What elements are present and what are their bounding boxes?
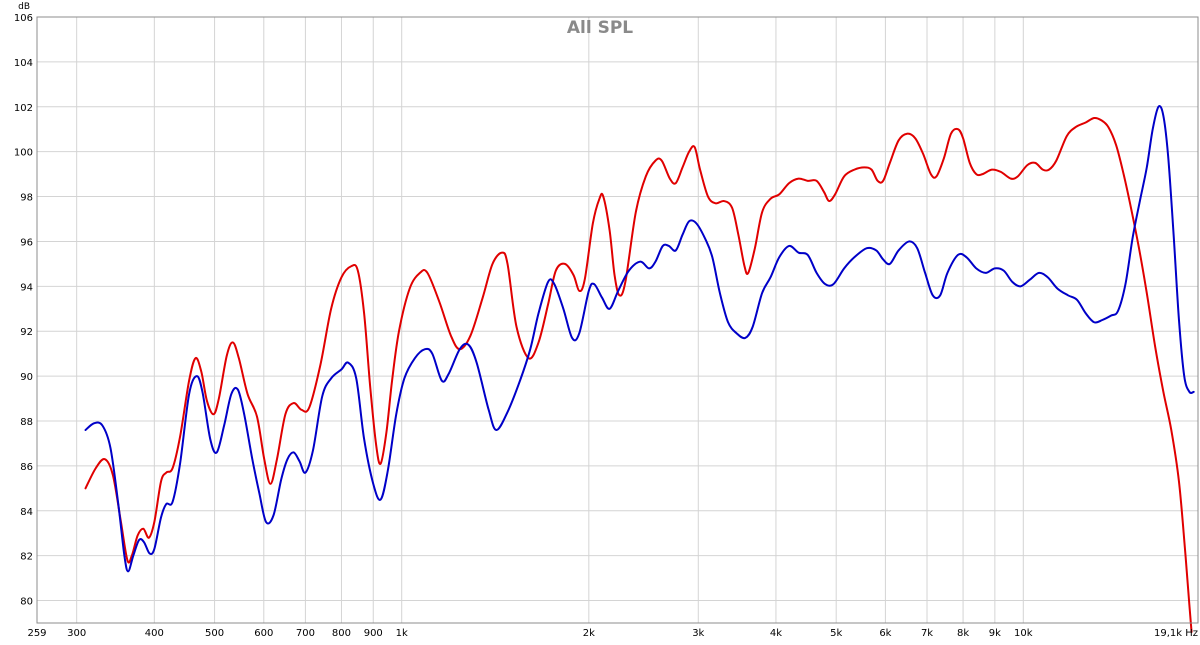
y-tick-label: 82 (20, 552, 33, 563)
y-tick-label: 90 (20, 372, 33, 383)
y-tick-label: 84 (20, 507, 33, 518)
x-tick-label: 4k (770, 628, 782, 639)
x-tick-label: 6k (879, 628, 891, 639)
y-tick-label: 102 (14, 103, 33, 114)
series-layer (84, 105, 1195, 633)
y-tick-label: 104 (14, 58, 33, 69)
x-tick-label: 800 (332, 628, 351, 639)
y-tick-labels: 80 82 84 86 88 90 92 94 96 98 100 102 104 106 (14, 13, 33, 608)
y-axis-label: dB (18, 2, 30, 12)
x-tick-label: 8k (957, 628, 969, 639)
x-tick-label: 600 (254, 628, 273, 639)
plot-border (36, 16, 1199, 624)
y-tick-label: 106 (14, 13, 33, 24)
x-tick-label: 9k (989, 628, 1001, 639)
x-tick-labels: 259 300 400 500 600 700 800 900 1k 2k 3k 4k 5k 6k 7k 8k… (27, 628, 1032, 639)
series-line-1 (84, 116, 1193, 633)
y-tick-label: 86 (20, 462, 33, 473)
x-tick-label: 400 (145, 628, 164, 639)
y-tick-label: 94 (20, 282, 33, 293)
y-tick-label: 100 (14, 148, 33, 159)
y-tick-label: 98 (20, 193, 33, 204)
series-line-2 (84, 105, 1195, 573)
y-tick-label: 80 (20, 597, 33, 608)
x-tick-label: 2k (583, 628, 595, 639)
y-tick-label: 96 (20, 237, 33, 248)
x-tick-label: 259 (27, 628, 46, 639)
x-tick-label: 500 (205, 628, 224, 639)
chart-title: All SPL (567, 18, 633, 38)
x-tick-label: 300 (67, 628, 86, 639)
x-unit-label: 19,1k Hz (1154, 628, 1198, 639)
plot-area (37, 17, 1198, 623)
y-tick-label: 92 (20, 327, 33, 338)
x-tick-label: 700 (296, 628, 315, 639)
x-tick-label: 1k (396, 628, 408, 639)
x-tick-label: 900 (364, 628, 383, 639)
x-tick-label: 7k (921, 628, 933, 639)
x-tick-label: 5k (830, 628, 842, 639)
x-tick-label: 3k (692, 628, 704, 639)
y-tick-label: 88 (20, 417, 33, 428)
x-tick-label: 10k (1014, 628, 1033, 639)
